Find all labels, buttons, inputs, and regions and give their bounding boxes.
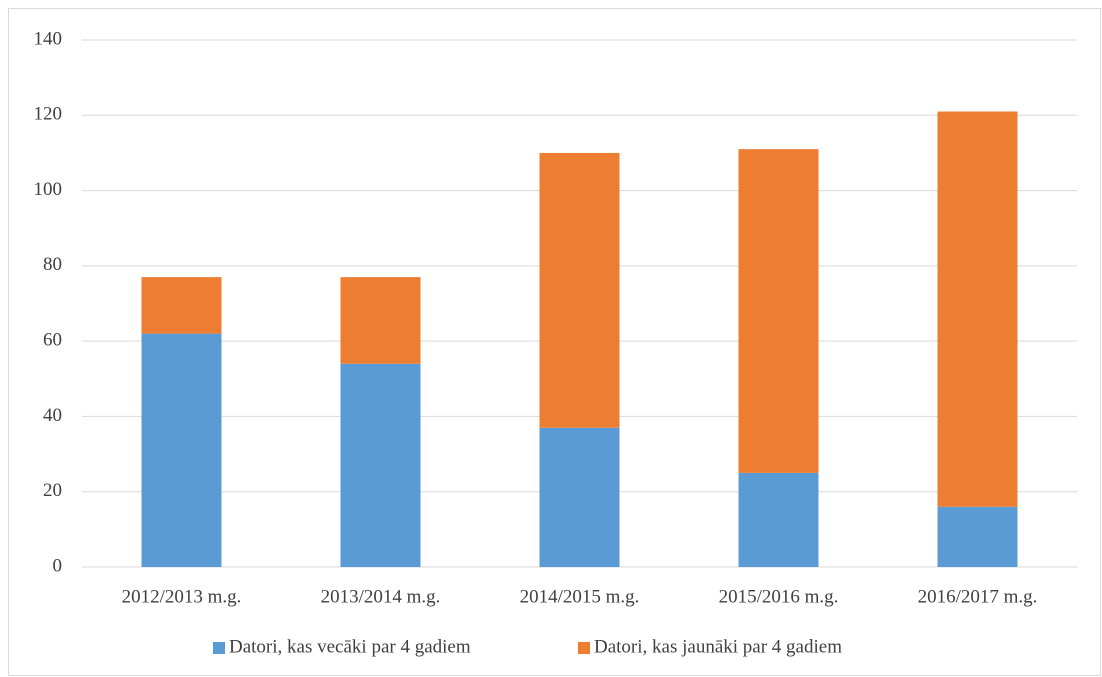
bar-segment bbox=[937, 506, 1018, 567]
bar-segment bbox=[141, 333, 222, 567]
bar-segment bbox=[738, 149, 819, 473]
x-tick-label: 2012/2013 m.g. bbox=[122, 586, 242, 607]
y-tick-label: 40 bbox=[43, 405, 62, 426]
y-tick-label: 0 bbox=[53, 555, 63, 576]
x-tick-label: 2016/2017 m.g. bbox=[918, 586, 1038, 607]
legend-swatch bbox=[578, 642, 590, 654]
y-tick-label: 60 bbox=[43, 330, 62, 351]
x-tick-label: 2015/2016 m.g. bbox=[719, 586, 839, 607]
y-tick-label: 120 bbox=[34, 104, 63, 125]
legend-swatch bbox=[213, 642, 225, 654]
y-tick-label: 140 bbox=[34, 28, 63, 49]
legend-label: Datori, kas jaunāki par 4 gadiem bbox=[594, 636, 842, 657]
bar-segment bbox=[539, 427, 620, 567]
bar-segment bbox=[141, 277, 222, 334]
y-tick-label: 80 bbox=[43, 254, 62, 275]
y-tick-label: 20 bbox=[43, 480, 62, 501]
bar-segment bbox=[340, 363, 421, 567]
bar-segment bbox=[539, 152, 620, 428]
bar-segment bbox=[340, 277, 421, 364]
bar-segment bbox=[738, 472, 819, 567]
bar-segment bbox=[937, 111, 1018, 507]
x-tick-label: 2013/2014 m.g. bbox=[321, 586, 441, 607]
y-tick-label: 100 bbox=[34, 179, 63, 200]
x-tick-label: 2014/2015 m.g. bbox=[520, 586, 640, 607]
legend-label: Datori, kas vecāki par 4 gadiem bbox=[229, 636, 471, 657]
